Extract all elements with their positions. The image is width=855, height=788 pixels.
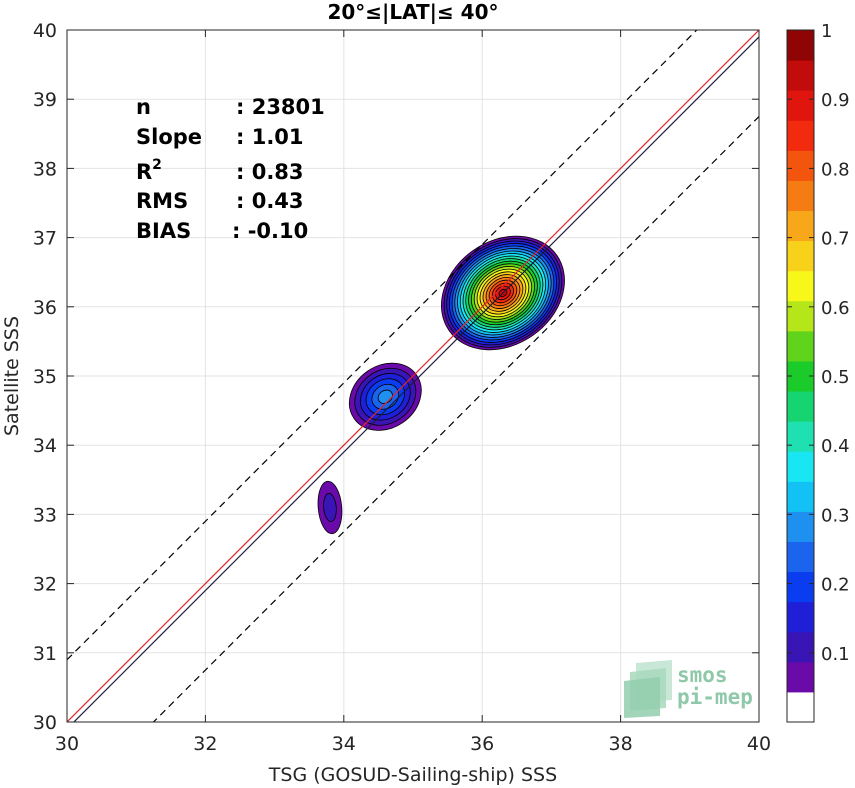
y-tick-label: 38 [33,158,57,180]
stat-r2-label: R2 [136,157,162,184]
stat-r2-superscript: 2 [152,157,162,173]
colorbar-swatch [787,571,814,603]
y-tick-label: 40 [33,20,57,42]
density-cluster [317,480,343,535]
logo-text-smos: smos [677,663,728,687]
colorbar-tick-label: 0.6 [821,298,850,319]
colorbar-swatch [787,631,814,663]
y-tick-label: 36 [33,297,57,319]
x-axis-label: TSG (GOSUD-Sailing-ship) SSS [268,764,557,786]
y-tick-label: 31 [33,643,57,665]
x-tick-label: 40 [747,733,771,755]
x-tick-label: 30 [55,733,79,755]
x-tick-label: 36 [470,733,494,755]
colorbar-swatch [787,210,814,242]
stat-rms-label: RMS [136,189,188,213]
colorbar-swatch [787,330,814,362]
axis-ticks [66,29,760,723]
colorbar-swatch [787,300,814,332]
colorbar-swatch [787,30,814,61]
identity-line [67,30,759,722]
colorbar-tick-label: 0.7 [821,229,850,250]
colorbar-tick-label: 0.5 [821,367,850,388]
smos-pimep-logo: smos pi-mep [624,660,753,718]
y-tick-label: 32 [33,574,57,596]
colorbar-tick-label: 0.2 [821,575,850,596]
colorbar [787,30,814,723]
x-tick-labels: 30 32 34 36 38 40 [55,733,771,755]
colorbar-swatch [787,240,814,272]
colorbar-tick-label: 1 [821,21,832,42]
stat-r2-value: : 0.83 [236,160,304,184]
y-axis-label: Satellite SSS [1,316,23,436]
x-tick-label: 34 [332,733,356,755]
density-contour-level [323,493,337,522]
y-tick-label: 35 [33,366,57,388]
grid [66,29,760,723]
colorbar-swatch [787,691,814,723]
statistics-box: n : 23801 Slope : 1.01 R2 : 0.83 RMS : 0… [136,95,325,243]
stat-slope-value: : 1.01 [236,125,304,149]
colorbar-swatch [787,541,814,573]
colorbar-tick-label: 0.8 [821,159,850,180]
y-tick-label: 34 [33,435,57,457]
colorbar-tick-label: 0.9 [821,90,850,111]
colorbar-tick-label: 0.3 [821,505,850,526]
chart-title: 20°≤|LAT|≤ 40° [327,0,498,24]
y-tick-labels: 30 31 32 33 34 35 36 37 38 39 40 [33,20,57,734]
regression-line [73,36,759,722]
colorbar-swatch [787,120,814,151]
colorbar-swatch [787,661,814,693]
colorbar-swatch [787,451,814,482]
stat-bias-label: BIAS [136,219,191,243]
colorbar-swatch [787,481,814,512]
colorbar-labels: 0.1 0.2 0.3 0.4 0.5 0.6 0.7 0.8 0.9 1 [787,21,850,665]
x-tick-label: 32 [193,733,217,755]
y-tick-label: 33 [33,504,57,526]
y-tick-label: 30 [33,712,57,734]
colorbar-swatch [787,90,814,121]
stat-slope-label: Slope [136,125,202,149]
y-tick-label: 39 [33,89,57,111]
colorbar-swatch [787,270,814,302]
colorbar-swatch [787,511,814,542]
stat-rms-value: : 0.43 [236,189,304,213]
colorbar-swatch [787,421,814,452]
x-tick-label: 38 [609,733,633,755]
density-cluster [348,362,422,431]
colorbar-swatch [787,391,814,422]
logo-text-pimep: pi-mep [677,685,753,709]
colorbar-swatch [787,180,814,212]
reference-lines [67,30,759,722]
stat-bias-value: : -0.10 [232,219,308,243]
colorbar-swatch [787,60,814,91]
colorbar-swatch [787,150,814,181]
stat-n-label: n [136,95,151,119]
colorbar-tick-label: 0.4 [821,436,850,457]
colorbar-tick-label: 0.1 [821,644,850,665]
y-tick-label: 37 [33,228,57,250]
colorbar-swatch [787,601,814,633]
stat-n-value: : 23801 [236,95,325,119]
